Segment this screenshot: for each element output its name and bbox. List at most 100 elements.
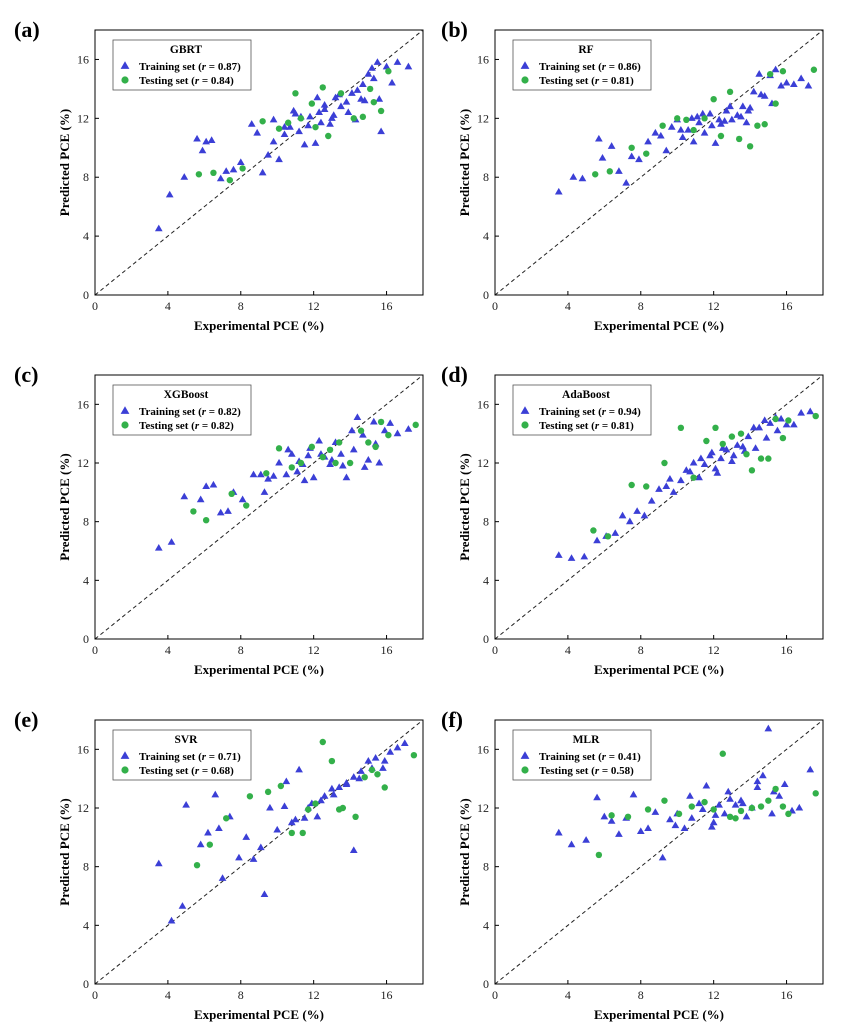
testing-point: [785, 810, 792, 818]
training-point: [375, 458, 384, 466]
x-tick-label: 0: [492, 988, 498, 1002]
testing-point: [606, 168, 613, 175]
testing-point: [365, 439, 372, 446]
testing-point: [748, 804, 756, 812]
y-tick-label: 0: [483, 632, 489, 646]
training-point: [580, 552, 589, 560]
training-point: [615, 167, 623, 174]
training-point: [258, 168, 267, 176]
testing-point: [239, 165, 246, 172]
y-tick-label: 12: [477, 456, 489, 470]
x-axis-label: Experimental PCE (%): [594, 662, 724, 677]
legend-r-equals: =: [599, 765, 611, 777]
y-tick-label: 8: [483, 515, 489, 529]
testing-point: [284, 119, 292, 126]
training-point: [180, 492, 189, 500]
testing-point: [677, 424, 685, 431]
testing-point: [264, 788, 272, 796]
training-point: [554, 551, 563, 558]
training-point: [224, 507, 232, 514]
testing-point: [335, 439, 343, 446]
testing-point: [337, 90, 345, 97]
training-point: [315, 108, 323, 115]
training-point: [684, 125, 693, 133]
training-point: [695, 473, 703, 481]
testing-point: [719, 750, 726, 757]
diagonal-line: [494, 719, 824, 985]
legend-r-suffix: ): [637, 61, 641, 73]
legend-box: [112, 39, 252, 91]
legend-testing-label: Testing set (r = 0.58): [539, 765, 634, 777]
training-point: [622, 178, 631, 186]
training-point: [337, 450, 345, 457]
training-point: [328, 784, 336, 792]
y-tick-label: 16: [477, 397, 489, 411]
training-point: [662, 146, 671, 154]
training-point: [404, 62, 413, 70]
training-point: [282, 470, 291, 478]
training-point: [249, 855, 258, 862]
training-point: [207, 136, 216, 143]
legend-testing-marker: [121, 76, 129, 84]
training-point: [677, 476, 685, 484]
x-axis-label: Experimental PCE (%): [594, 318, 724, 333]
training-point: [313, 812, 322, 820]
training-point: [326, 120, 334, 127]
training-point: [222, 167, 231, 174]
legend-r-value: 0.68: [211, 765, 231, 777]
legend-r-prefix: (: [195, 61, 202, 73]
training-point: [711, 464, 720, 472]
training-point: [357, 767, 365, 774]
legend-series-name: Training set: [539, 406, 596, 418]
training-point: [284, 445, 293, 453]
testing-point: [410, 752, 418, 759]
testing-point: [726, 88, 734, 96]
training-point: [593, 793, 601, 801]
legend-series-name: Testing set: [539, 75, 589, 87]
training-point: [749, 423, 758, 431]
training-point: [348, 89, 356, 96]
training-point: [289, 106, 298, 114]
legend-training-label: Training set (r = 0.86): [539, 61, 641, 73]
legend-series-name: Testing set: [539, 420, 589, 432]
training-point: [771, 65, 780, 73]
training-point: [211, 790, 220, 798]
training-point: [731, 800, 740, 808]
legend-r-equals: =: [606, 406, 618, 418]
testing-point: [223, 815, 230, 822]
x-tick-label: 0: [492, 643, 498, 657]
training-point: [256, 843, 265, 851]
legend-r-symbol: r: [202, 751, 207, 763]
training-point: [154, 543, 163, 551]
legend-r-symbol: r: [602, 61, 607, 73]
testing-point: [190, 508, 197, 515]
legend-testing-label: Testing set (r = 0.81): [539, 420, 634, 432]
x-tick-label: 12: [308, 299, 320, 313]
data-points: [154, 413, 419, 551]
legend-r-suffix: ): [630, 765, 634, 777]
testing-point: [628, 481, 635, 489]
training-point: [711, 811, 720, 818]
y-tick-label: 12: [77, 801, 89, 815]
x-tick-label: 12: [308, 988, 320, 1002]
training-point: [753, 783, 762, 790]
testing-point: [604, 533, 612, 540]
training-point: [329, 111, 338, 118]
training-point: [669, 488, 678, 495]
legend-r-prefix: (: [188, 765, 195, 777]
training-point: [393, 58, 402, 65]
x-tick-label: 8: [638, 299, 644, 313]
training-point: [331, 93, 340, 101]
testing-point: [737, 430, 745, 437]
legend-r-value: 0.86: [618, 61, 638, 73]
training-point: [300, 814, 309, 821]
testing-point: [319, 453, 326, 461]
training-point: [611, 529, 620, 536]
training-point: [678, 133, 687, 140]
training-point: [607, 142, 616, 149]
training-point: [229, 165, 238, 173]
testing-point: [346, 459, 354, 467]
legend-title: MLR: [573, 734, 601, 746]
x-tick-label: 8: [238, 988, 244, 1002]
